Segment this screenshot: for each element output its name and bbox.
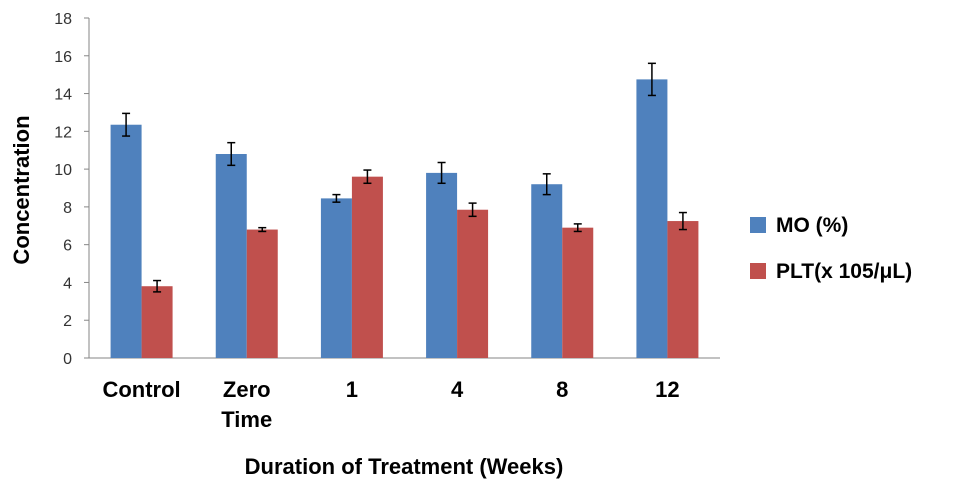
y-tick-label: 6 bbox=[63, 238, 72, 255]
bar-plt-2 bbox=[351, 176, 383, 358]
y-tick-label: 8 bbox=[63, 200, 72, 217]
bar-mo-0 bbox=[110, 124, 142, 358]
y-tick-label: 4 bbox=[63, 275, 72, 292]
bar-plt-1 bbox=[246, 229, 278, 358]
bar-plt-4 bbox=[562, 227, 594, 358]
legend-label: PLT(x 105/μL) bbox=[776, 260, 912, 283]
bar-mo-5 bbox=[636, 79, 668, 358]
y-tick-label: 18 bbox=[54, 11, 72, 28]
legend-label: MO (%) bbox=[776, 214, 848, 237]
bar-plt-3 bbox=[457, 209, 489, 358]
x-category-label: 8 bbox=[556, 377, 568, 402]
x-category-label: Time bbox=[221, 407, 272, 432]
legend-swatch bbox=[750, 217, 766, 233]
bar-mo-4 bbox=[531, 184, 563, 358]
x-category-label: Zero bbox=[223, 377, 271, 402]
y-axis-title: Concentration bbox=[9, 115, 34, 264]
y-tick-label: 10 bbox=[54, 162, 72, 179]
y-tick-label: 2 bbox=[63, 313, 72, 330]
x-category-label: 12 bbox=[655, 377, 679, 402]
y-tick-label: 12 bbox=[54, 124, 72, 141]
y-tick-label: 16 bbox=[54, 49, 72, 66]
y-tick-label: 0 bbox=[63, 351, 72, 368]
bar-plt-5 bbox=[667, 221, 699, 358]
y-tick-label: 14 bbox=[54, 87, 72, 104]
bar-plt-0 bbox=[141, 286, 173, 358]
x-category-label: Control bbox=[102, 377, 180, 402]
x-axis-title: Duration of Treatment (Weeks) bbox=[245, 454, 564, 479]
bar-mo-3 bbox=[426, 172, 458, 358]
x-category-label: 4 bbox=[451, 377, 464, 402]
bar-mo-1 bbox=[215, 154, 247, 358]
x-category-label: 1 bbox=[346, 377, 358, 402]
bar-mo-2 bbox=[320, 198, 352, 358]
legend-swatch bbox=[750, 263, 766, 279]
